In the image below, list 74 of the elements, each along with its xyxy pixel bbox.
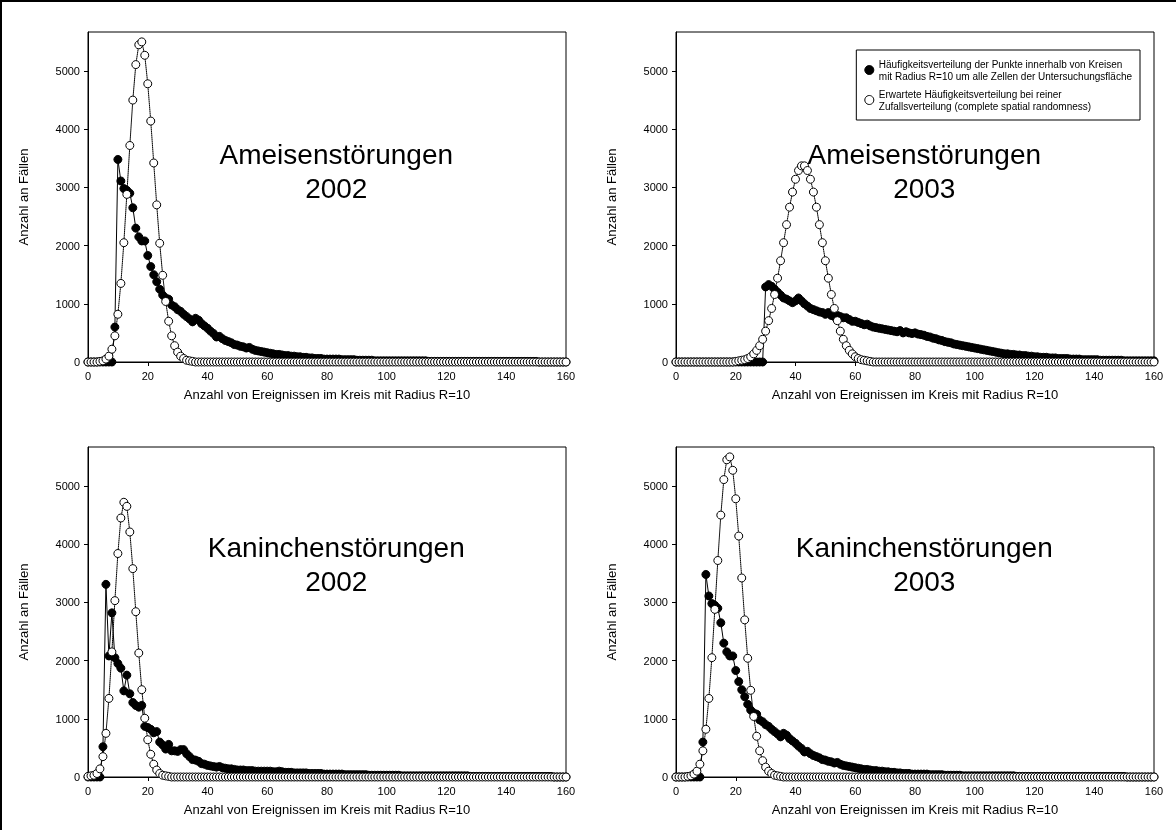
y-tick-label: 2000 <box>55 239 80 252</box>
y-tick-label: 3000 <box>643 181 668 194</box>
x-axis-title: Anzahl von Ereignissen im Kreis mit Radius R=10 <box>183 387 471 402</box>
text: Ameisenstörungen 2003 <box>807 138 1042 204</box>
y-tick-label: 4000 <box>643 123 668 136</box>
x-tick-label: 160 <box>556 369 576 382</box>
y-tick-label: 5000 <box>643 479 668 492</box>
x-tick-label: 0 <box>84 369 92 382</box>
x-tick-label: 20 <box>141 369 154 382</box>
y-tick-label: 4000 <box>643 538 668 551</box>
y-tick-label: 5000 <box>55 479 80 492</box>
x-tick-label: 80 <box>320 369 334 382</box>
x-tick-label: 160 <box>556 784 576 797</box>
x-tick-label: 40 <box>201 784 214 797</box>
y-axis-title: Anzahl an Fällen <box>604 148 619 246</box>
y-tick-label: 3000 <box>55 181 80 194</box>
x-tick-label: 20 <box>141 784 154 797</box>
y-axis-title: Anzahl an Fällen <box>16 563 31 661</box>
y-tick-label: 3000 <box>643 596 668 609</box>
x-tick-label: 120 <box>1025 784 1044 797</box>
x-tick-label: 140 <box>497 784 516 797</box>
y-tick-label: 2000 <box>643 239 668 252</box>
x-tick-label: 140 <box>497 369 516 382</box>
x-tick-label: 160 <box>1144 784 1164 797</box>
x-tick-label: 20 <box>729 369 742 382</box>
x-tick-label: 100 <box>377 369 396 382</box>
y-tick-label: 1000 <box>643 297 668 310</box>
x-tick-label: 40 <box>789 784 802 797</box>
y-tick-label: 0 <box>73 771 80 783</box>
x-tick-label: 0 <box>84 784 92 797</box>
y-tick-label: 0 <box>661 356 668 368</box>
x-tick-label: 60 <box>261 369 274 382</box>
x-tick-label: 100 <box>965 784 984 797</box>
x-tick-label: 60 <box>849 784 862 797</box>
text: Kaninchenstörungen 2002 <box>207 531 465 597</box>
text: Ameisenstörungen 2002 <box>219 138 454 204</box>
x-tick-label: 120 <box>1025 369 1044 382</box>
y-tick-label: 3000 <box>55 596 80 609</box>
x-tick-label: 80 <box>908 369 922 382</box>
x-tick-label: 140 <box>1085 369 1104 382</box>
x-axis-title: Anzahl von Ereignissen im Kreis mit Radius R=10 <box>771 802 1059 817</box>
y-tick-label: 2000 <box>643 654 668 667</box>
x-tick-label: 40 <box>789 369 802 382</box>
legend-label: Häufigkeitsverteilung der Punkte innerhalb von Kreisen mit Radius R=10 um alle Zellen der Untersuchungsfläche <box>878 58 1133 82</box>
x-axis-title: Anzahl von Ereignissen im Kreis mit Radius R=10 <box>771 387 1059 402</box>
y-tick-label: 4000 <box>55 538 80 551</box>
y-tick-label: 0 <box>661 771 668 783</box>
x-tick-label: 0 <box>672 784 680 797</box>
x-tick-label: 80 <box>320 784 334 797</box>
y-axis-title: Anzahl an Fällen <box>604 563 619 661</box>
x-tick-label: 60 <box>849 369 862 382</box>
x-tick-label: 20 <box>729 784 742 797</box>
x-tick-label: 100 <box>377 784 396 797</box>
x-tick-label: 120 <box>437 784 456 797</box>
y-tick-label: 0 <box>73 356 80 368</box>
x-tick-label: 80 <box>908 784 922 797</box>
y-axis-title: Anzahl an Fällen <box>16 148 31 246</box>
legend-label: Erwartete Häufigkeitsverteilung bei reiner Zufallsverteilung (complete spatial randomness) <box>878 88 1092 112</box>
y-tick-label: 1000 <box>643 712 668 725</box>
y-tick-label: 2000 <box>55 654 80 667</box>
y-tick-label: 5000 <box>55 64 80 77</box>
y-tick-label: 1000 <box>55 712 80 725</box>
y-tick-label: 1000 <box>55 297 80 310</box>
x-tick-label: 40 <box>201 369 214 382</box>
x-tick-label: 0 <box>672 369 680 382</box>
x-tick-label: 140 <box>1085 784 1104 797</box>
x-tick-label: 100 <box>965 369 984 382</box>
y-tick-label: 5000 <box>643 64 668 77</box>
y-tick-label: 4000 <box>55 123 80 136</box>
x-tick-label: 60 <box>261 784 274 797</box>
x-axis-title: Anzahl von Ereignissen im Kreis mit Radius R=10 <box>183 802 471 817</box>
x-tick-label: 120 <box>437 369 456 382</box>
x-tick-label: 160 <box>1144 369 1164 382</box>
text: Kaninchenstörungen 2003 <box>795 531 1053 597</box>
